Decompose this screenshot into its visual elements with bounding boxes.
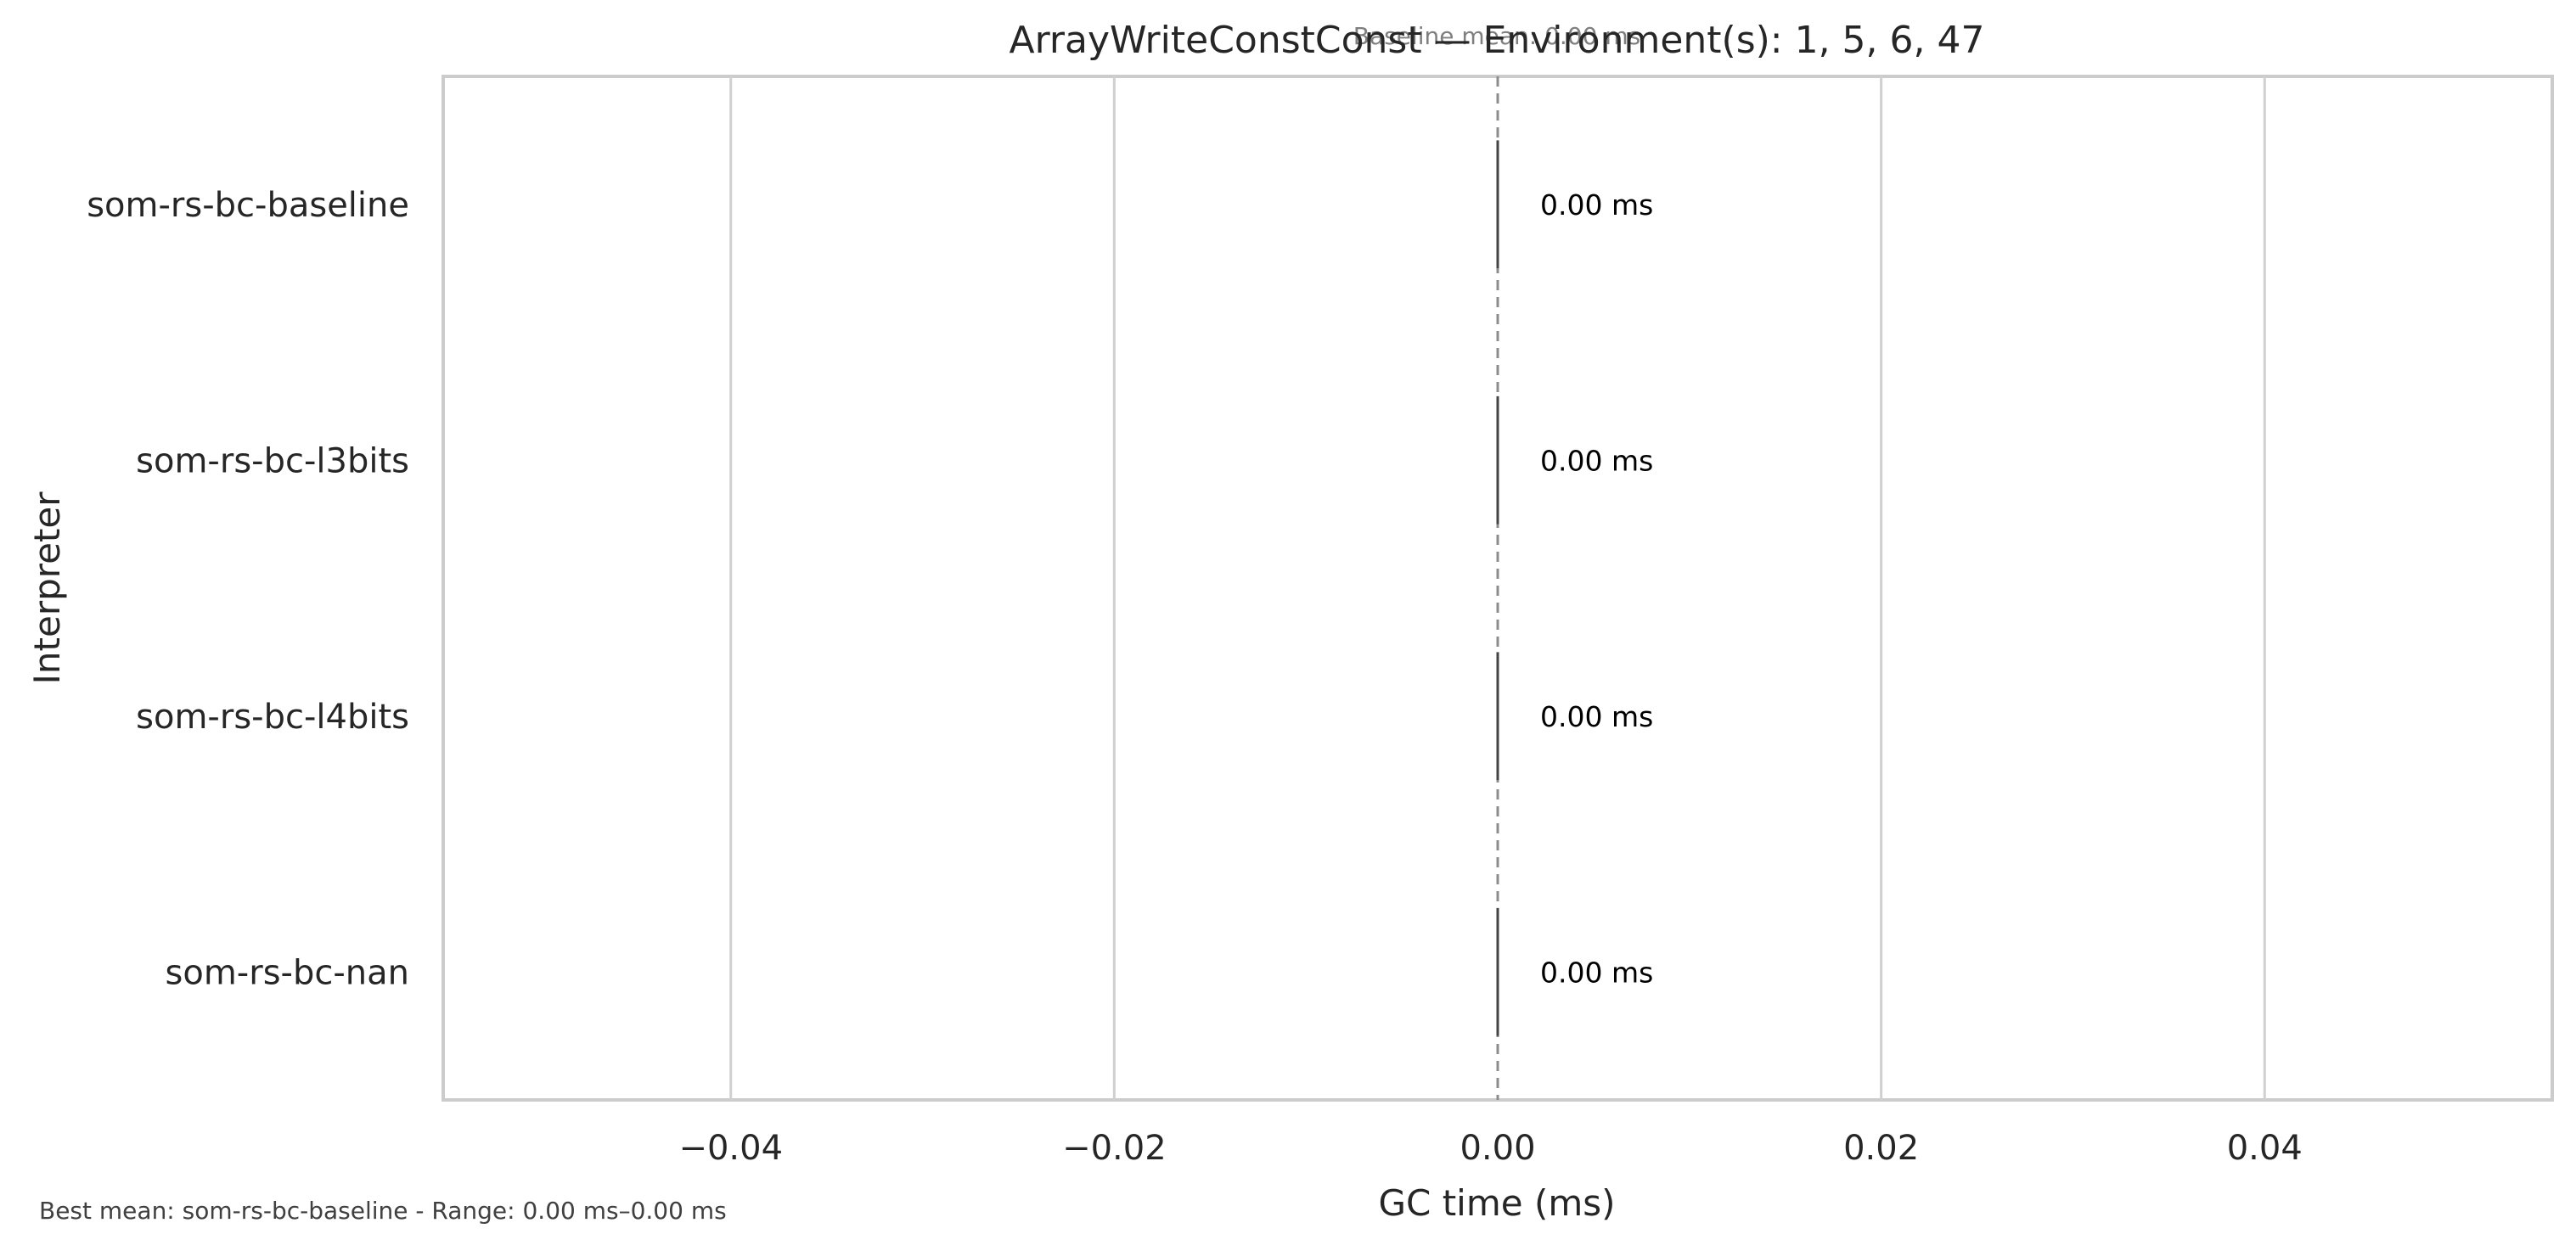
y-axis-label: Interpreter	[26, 491, 68, 685]
value-label: 0.00 ms	[1540, 188, 1653, 222]
y-tick-label: som-rs-bc-l4bits	[136, 698, 409, 737]
chart-subtitle: Baseline mean: 0.00 ms	[1353, 22, 1640, 50]
y-tick-label: som-rs-bc-l3bits	[136, 441, 409, 480]
y-tick-labels: som-rs-bc-baseline som-rs-bc-l3bits som-rs…	[87, 186, 409, 993]
x-tick-labels: −0.04 −0.02 0.00 0.02 0.04	[678, 1129, 2302, 1168]
chart-title: ArrayWriteConstConst — Environment(s): 1…	[1010, 19, 1985, 62]
x-tick-label: 0.04	[2227, 1129, 2303, 1168]
x-tick-label: 0.00	[1460, 1129, 1535, 1168]
x-tick-label: 0.02	[1843, 1129, 1919, 1168]
y-tick-label: som-rs-bc-baseline	[87, 186, 409, 225]
value-label: 0.00 ms	[1540, 444, 1653, 477]
data-labels: 0.00 ms 0.00 ms 0.00 ms 0.00 ms	[1540, 188, 1653, 990]
x-tick-label: −0.04	[678, 1129, 783, 1168]
y-tick-label: som-rs-bc-nan	[166, 953, 409, 992]
x-axis-label: GC time (ms)	[1378, 1182, 1615, 1224]
x-tick-label: −0.02	[1062, 1129, 1167, 1168]
value-label: 0.00 ms	[1540, 700, 1653, 733]
footnote: Best mean: som-rs-bc-baseline - Range: 0…	[39, 1197, 727, 1225]
value-label: 0.00 ms	[1540, 956, 1653, 989]
